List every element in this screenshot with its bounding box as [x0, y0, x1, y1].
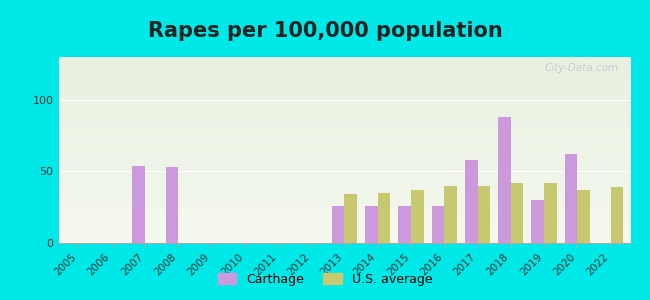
Bar	[398, 206, 411, 243]
Bar	[444, 186, 457, 243]
Bar	[544, 183, 556, 243]
Text: Rapes per 100,000 population: Rapes per 100,000 population	[148, 21, 502, 41]
Bar	[344, 194, 357, 243]
Bar	[565, 154, 577, 243]
Legend: Carthage, U.S. average: Carthage, U.S. average	[213, 268, 437, 291]
Bar	[577, 190, 590, 243]
Bar	[133, 166, 145, 243]
Bar	[511, 183, 523, 243]
Bar	[465, 160, 478, 243]
Bar	[365, 206, 378, 243]
Bar	[478, 186, 490, 243]
Bar	[498, 117, 511, 243]
Bar	[166, 167, 178, 243]
Bar	[532, 200, 544, 243]
Bar	[411, 190, 424, 243]
Bar	[432, 206, 444, 243]
Bar	[610, 187, 623, 243]
Bar	[332, 206, 345, 243]
Bar	[378, 193, 391, 243]
Text: City-Data.com: City-Data.com	[545, 63, 619, 73]
